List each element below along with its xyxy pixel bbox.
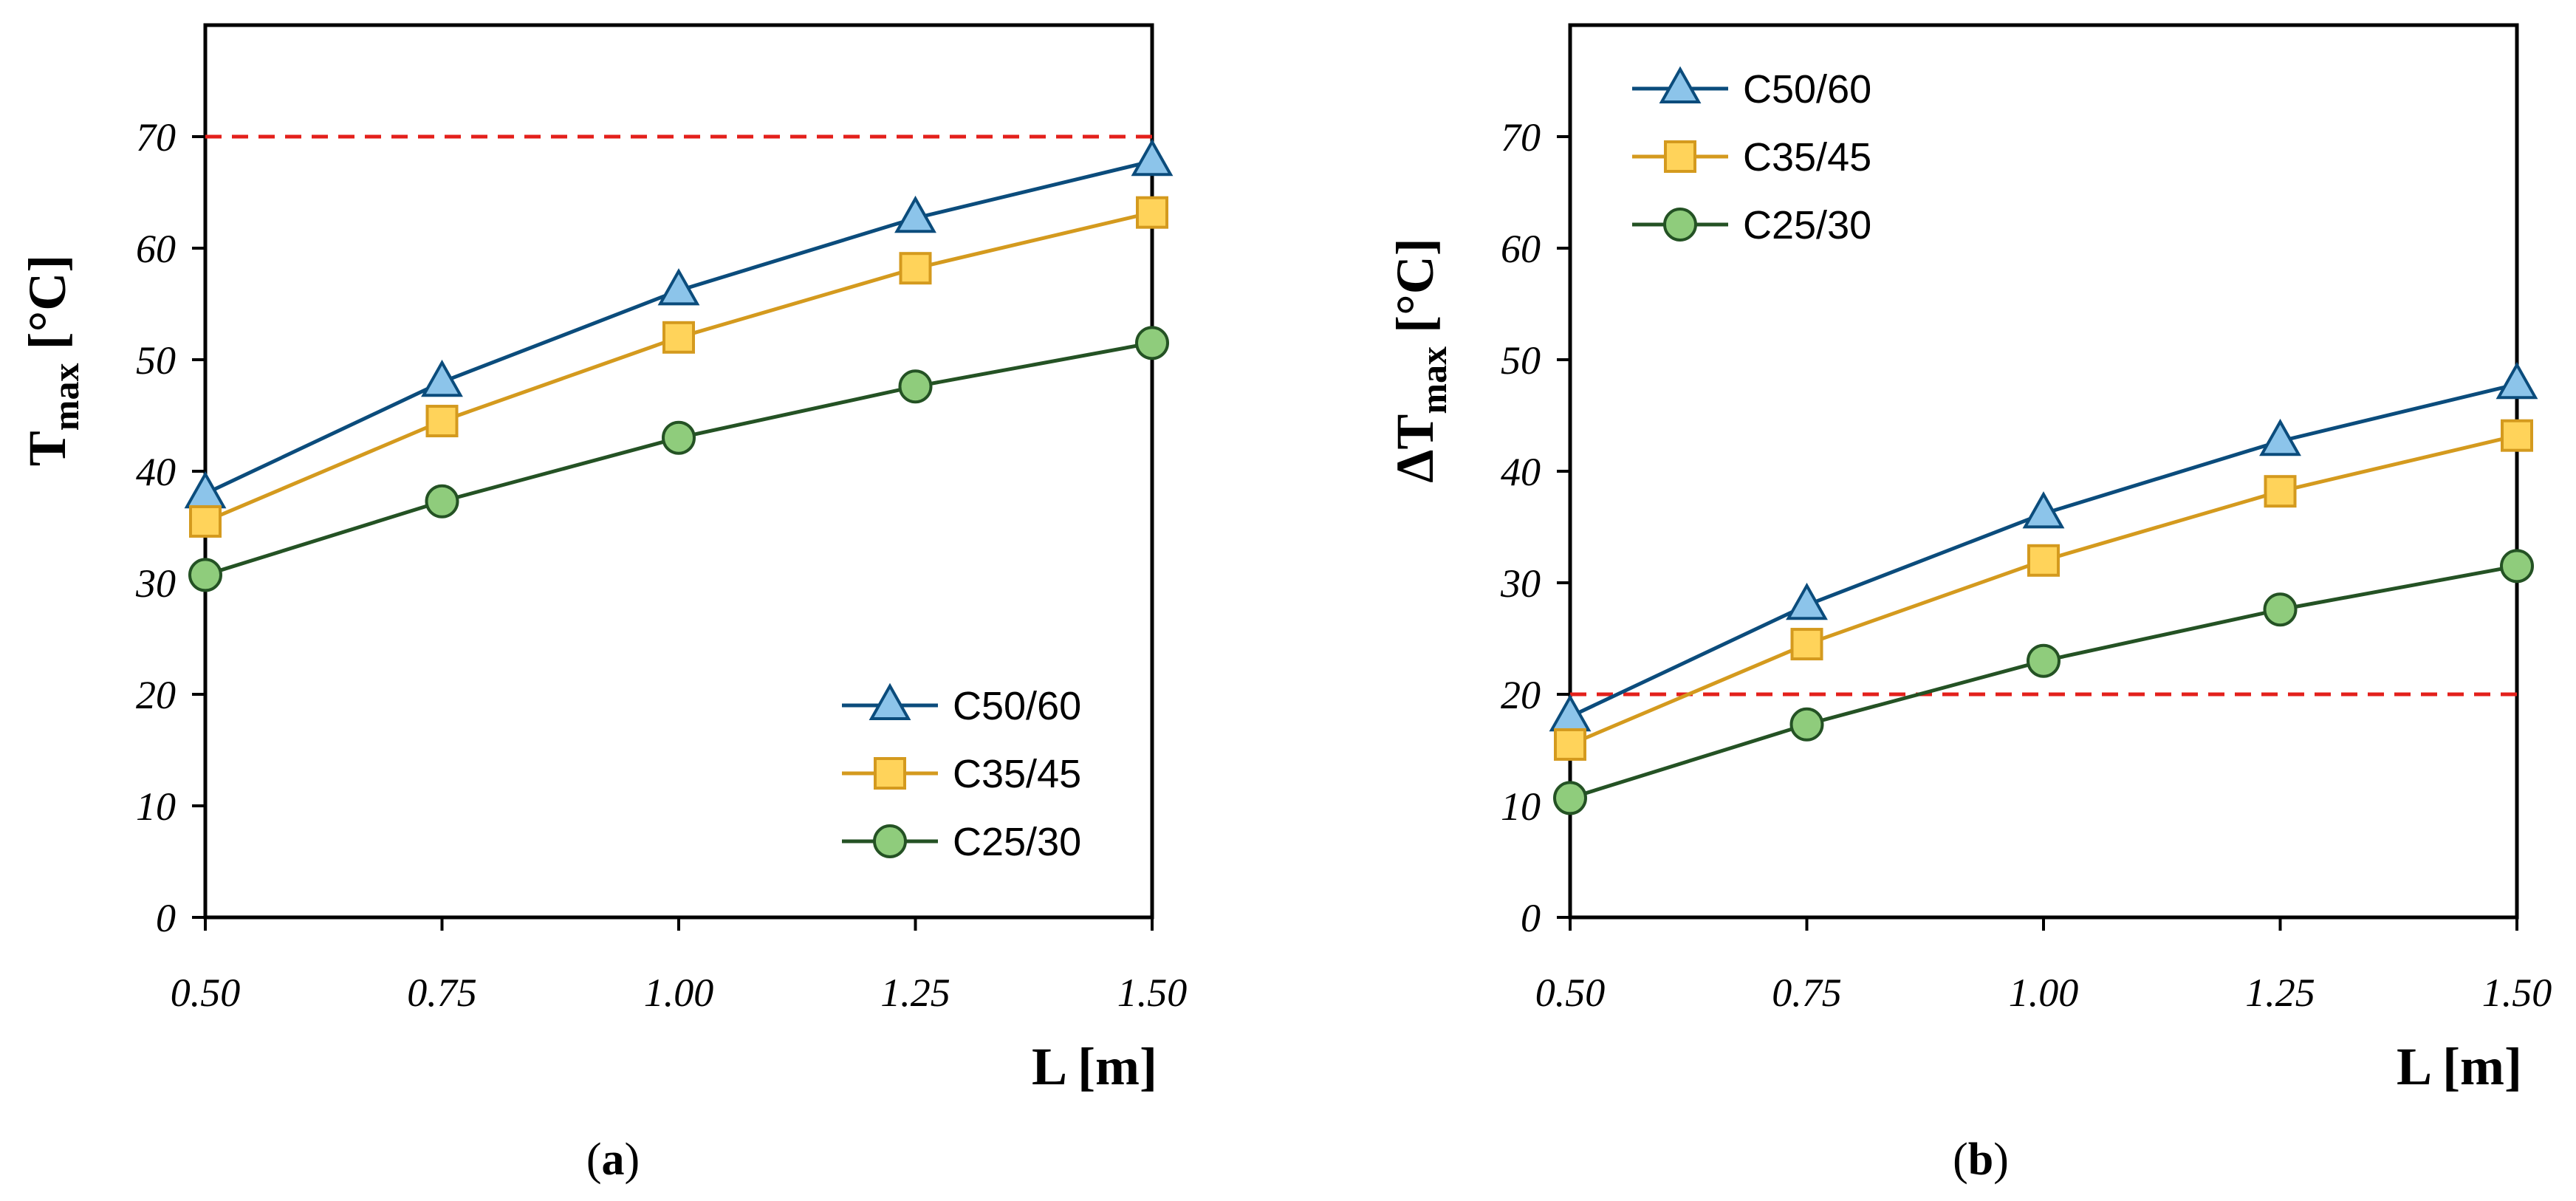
data-point-a-c50-60-0	[184, 471, 227, 509]
y-tick-label-b-10: 10	[1501, 784, 1541, 829]
y-tick-label-b-20: 20	[1501, 673, 1541, 717]
data-point-b-c50-60-3	[2259, 418, 2301, 456]
data-point-b-c25-30-1	[1789, 707, 1824, 742]
x-tick-label-a-3: 1.25	[880, 971, 950, 1015]
data-point-b-c50-60-4	[2496, 361, 2538, 400]
series-line-b-c35-45	[1569, 434, 2518, 747]
legend-label-a-c50-60: C50/60	[953, 684, 1081, 728]
x-tick-label-b-3: 1.25	[2245, 971, 2315, 1015]
legend-label-b-c25-30: C25/30	[1743, 203, 1871, 247]
data-point-b-c25-30-3	[2263, 592, 2298, 627]
data-point-a-c35-45-0	[189, 504, 222, 538]
data-point-a-c35-45-4	[1136, 196, 1168, 229]
legend-marker-a-c25-30	[873, 824, 907, 858]
x-tick-label-a-2: 1.00	[644, 971, 714, 1015]
data-point-b-c35-45-1	[1790, 628, 1823, 661]
y-tick-label-a-40: 40	[136, 450, 176, 494]
data-point-a-c50-60-4	[1131, 138, 1174, 177]
y-tick-label-a-30: 30	[135, 561, 176, 606]
y-tick-label-b-0: 0	[1521, 896, 1541, 940]
data-point-b-c50-60-1	[1786, 582, 1828, 620]
legend-label-a-c35-45: C35/45	[953, 752, 1081, 796]
data-point-a-c50-60-2	[657, 268, 700, 306]
y-tick-label-b-70: 70	[1501, 115, 1541, 160]
data-point-a-c35-45-3	[899, 252, 932, 285]
data-point-b-c50-60-2	[2022, 491, 2065, 529]
legend-label-b-c50-60: C50/60	[1743, 67, 1871, 112]
legend-b: C50/60 C35/45 C25/30	[1632, 66, 1871, 247]
x-tick-label-a-1: 0.75	[407, 971, 477, 1015]
legend-marker-a-c35-45	[874, 757, 906, 790]
data-point-a-c50-60-1	[421, 359, 463, 397]
y-axis-label-a: Tmax [°C]	[18, 255, 86, 466]
data-point-b-c35-45-4	[2501, 419, 2533, 452]
data-point-b-c50-60-0	[1549, 694, 1592, 732]
x-tick-label-a-0: 0.50	[171, 971, 241, 1015]
y-axis-label-b: ΔTmax [°C]	[1385, 238, 1454, 483]
y-tick-label-a-50: 50	[136, 338, 176, 383]
data-point-b-c35-45-0	[1554, 728, 1586, 761]
y-tick-label-a-20: 20	[136, 673, 176, 717]
data-point-b-c25-30-4	[2500, 549, 2534, 584]
data-point-b-c35-45-3	[2264, 475, 2297, 508]
legend-a: C50/60 C35/45 C25/30	[842, 682, 1081, 864]
x-axis-label-b: L [m]	[2397, 1037, 2522, 1096]
chart-panel-a: 0 10 20 30 40 50 60 70 0.50 0.75 1.00 1.25 1.50 Tmax …	[18, 23, 1188, 1185]
data-point-a-c50-60-3	[894, 195, 936, 233]
legend-marker-b-c25-30	[1663, 208, 1697, 242]
legend-label-b-c35-45: C35/45	[1743, 135, 1871, 179]
y-tick-label-b-60: 60	[1501, 227, 1541, 271]
legend-label-a-c25-30: C25/30	[953, 820, 1081, 864]
series-line-a-c25-30	[205, 341, 1153, 577]
x-tick-label-b-2: 1.00	[2009, 971, 2079, 1015]
series-line-b-c25-30	[1569, 564, 2518, 800]
x-axis-label-a: L [m]	[1032, 1037, 1157, 1096]
y-tick-label-a-70: 70	[136, 115, 176, 160]
y-tick-label-b-40: 40	[1501, 450, 1541, 494]
data-point-a-c25-30-4	[1135, 326, 1169, 360]
legend-marker-a-c50-60	[869, 682, 911, 720]
y-tick-label-a-0: 0	[156, 896, 176, 940]
data-point-a-c25-30-2	[662, 420, 696, 455]
data-point-b-c25-30-0	[1553, 781, 1587, 815]
data-point-a-c25-30-1	[425, 484, 459, 519]
y-tick-label-b-30: 30	[1500, 561, 1541, 606]
y-tick-label-b-50: 50	[1501, 338, 1541, 383]
y-tick-label-a-60: 60	[136, 227, 176, 271]
data-point-b-c25-30-2	[2027, 643, 2061, 678]
legend-marker-b-c35-45	[1664, 140, 1696, 173]
caption-b: (b)	[1953, 1135, 2009, 1185]
data-point-a-c35-45-1	[425, 405, 459, 438]
x-tick-label-a-4: 1.50	[1117, 971, 1188, 1015]
data-point-a-c25-30-3	[898, 369, 933, 404]
caption-a: (a)	[586, 1135, 640, 1185]
x-tick-label-b-4: 1.50	[2482, 971, 2552, 1015]
legend-marker-b-c50-60	[1659, 66, 1702, 103]
data-point-a-c35-45-2	[662, 321, 695, 354]
chart-panel-b: 0 10 20 30 40 50 60 70 0.50 0.75 1.00 1.25 1.50 ΔTmax…	[1385, 23, 2552, 1185]
plot-area-b	[1568, 23, 2519, 920]
y-tick-label-a-10: 10	[136, 784, 176, 829]
data-point-b-c35-45-2	[2027, 544, 2060, 577]
x-tick-label-b-0: 0.50	[1535, 971, 1606, 1015]
data-point-a-c25-30-0	[188, 558, 222, 592]
x-tick-label-b-1: 0.75	[1772, 971, 1842, 1015]
series-line-a-c35-45	[205, 211, 1153, 524]
